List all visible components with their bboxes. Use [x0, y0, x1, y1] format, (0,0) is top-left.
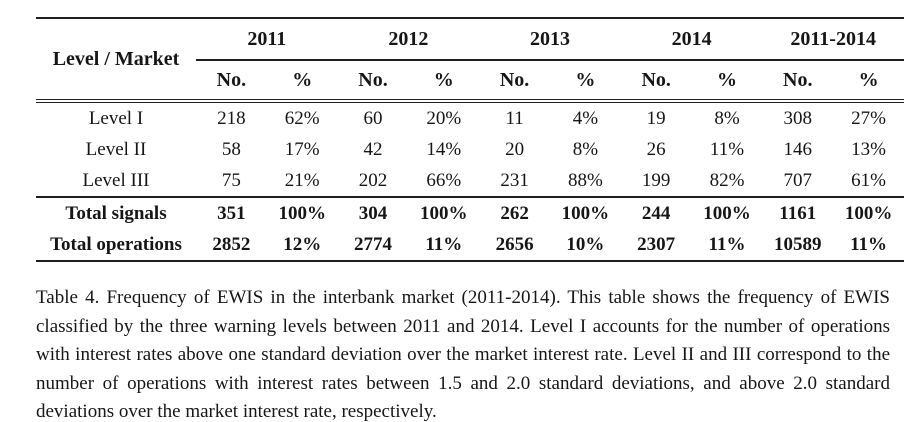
table-row-level-1: Level I 218 62% 60 20% 11 4% 19 8% 308 2… — [36, 101, 904, 134]
cell-value: 8% — [714, 107, 740, 129]
cell-value: 82% — [709, 169, 745, 191]
col-header-no: No. — [337, 60, 409, 103]
col-header-pct: % — [549, 60, 621, 103]
cell-value: 20% — [426, 107, 462, 129]
cell-value: 17% — [284, 138, 320, 160]
col-header-pct: % — [266, 60, 338, 103]
cell-value: 262 — [479, 196, 550, 229]
cell-value: 146 — [783, 138, 813, 160]
table-row-total-operations: Total operations 2852 12% 2774 11% 2656 … — [36, 229, 904, 261]
col-header-no: No. — [620, 60, 692, 103]
cell-value: 61% — [851, 169, 886, 191]
cell-value: 2774 — [353, 233, 392, 255]
col-header-pct: % — [833, 60, 904, 103]
cell-value: 66% — [426, 169, 462, 191]
cell-value: 100% — [266, 196, 338, 229]
cell-value: 58 — [221, 138, 241, 160]
cell-value: 100% — [691, 196, 763, 229]
cell-value: 12% — [283, 233, 322, 255]
cell-value: 244 — [620, 196, 692, 229]
year-header-row: Level / Market 2011 2012 2013 2014 2011-… — [36, 18, 904, 103]
cell-value: 304 — [337, 196, 409, 229]
corner-header: Level / Market — [36, 18, 196, 103]
total-row-label: Total signals — [36, 196, 196, 229]
cell-value: 8% — [572, 138, 599, 160]
ewis-frequency-table: Level / Market 2011 2012 2013 2014 2011-… — [36, 17, 904, 262]
table-row-level-2: Level II 58 17% 42 14% 20 8% 26 11% 146 … — [36, 134, 904, 165]
cell-value: 11% — [425, 233, 463, 255]
cell-value: 11% — [850, 233, 888, 255]
cell-value: 2656 — [495, 233, 534, 255]
year-header-2011-2014: 2011-2014 — [762, 18, 904, 61]
cell-value: 27% — [851, 107, 886, 129]
table-caption: Table 4. Frequency of EWIS in the interb… — [36, 287, 890, 422]
cell-value: 13% — [851, 138, 886, 160]
col-header-pct: % — [691, 60, 763, 103]
cell-value: 21% — [284, 169, 320, 191]
cell-value: 19 — [646, 107, 666, 129]
col-header-pct: % — [408, 60, 480, 103]
cell-value: 308 — [783, 107, 813, 129]
row-label: Level II — [85, 138, 147, 160]
table-row-total-signals: Total signals 351 100% 304 100% 262 100%… — [36, 196, 904, 229]
cell-value: 14% — [426, 138, 462, 160]
cell-value: 218 — [217, 107, 246, 129]
cell-value: 4% — [572, 107, 599, 129]
col-header-no: No. — [196, 60, 267, 103]
cell-value: 100% — [833, 196, 904, 229]
cell-value: 26 — [646, 138, 666, 160]
cell-value: 2307 — [637, 233, 676, 255]
year-header-2012: 2012 — [337, 18, 480, 61]
cell-value: 199 — [641, 169, 671, 191]
cell-value: 100% — [549, 196, 621, 229]
cell-value: 11 — [505, 107, 524, 129]
cell-value: 75 — [221, 169, 241, 191]
cell-value: 60 — [363, 107, 383, 129]
cell-value: 62% — [284, 107, 320, 129]
cell-value: 202 — [358, 169, 388, 191]
cell-value: 707 — [783, 169, 813, 191]
row-label: Level I — [88, 107, 144, 129]
total-row-label: Total operations — [50, 233, 182, 255]
cell-value: 10589 — [774, 233, 822, 255]
cell-value: 10% — [566, 233, 605, 255]
sub-header-row: No. % No. % No. % No. % No. % — [36, 60, 904, 103]
cell-value: 11% — [709, 138, 745, 160]
cell-value: 231 — [500, 169, 529, 191]
year-header-2011: 2011 — [196, 18, 338, 61]
cell-value: 2852 — [212, 233, 251, 255]
cell-value: 100% — [408, 196, 480, 229]
table-row-level-3: Level III 75 21% 202 66% 231 88% 199 82%… — [36, 165, 904, 197]
cell-value: 11% — [708, 233, 746, 255]
cell-value: 351 — [196, 196, 267, 229]
year-header-2014: 2014 — [620, 18, 763, 61]
cell-value: 20 — [505, 138, 525, 160]
col-header-no: No. — [762, 60, 834, 103]
cell-value: 1161 — [762, 196, 834, 229]
col-header-no: No. — [479, 60, 550, 103]
cell-value: 42 — [363, 138, 383, 160]
row-label: Level III — [82, 169, 150, 191]
year-header-2013: 2013 — [479, 18, 621, 61]
cell-value: 88% — [567, 169, 603, 191]
